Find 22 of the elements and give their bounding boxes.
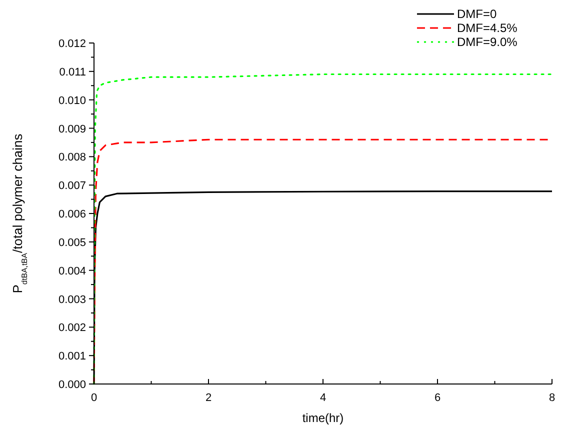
y-tick-label: 0.007 (58, 180, 86, 192)
y-tick-label: 0.009 (58, 123, 86, 136)
y-tick-label: 0.003 (58, 294, 86, 306)
x-axis-title: time(hr) (302, 411, 344, 425)
y-tick-label: 0.012 (58, 38, 86, 50)
y-tick-label: 0.006 (58, 208, 86, 220)
x-tick-label: 2 (205, 392, 212, 404)
text: 0.000 (58, 379, 86, 391)
y-tick-label: 0.001 (58, 350, 86, 363)
y-tick-label: 0.008 (58, 152, 86, 164)
x-tick-label: 6 (434, 392, 441, 404)
x-tick-label: 4 (320, 392, 326, 404)
x-tick-label: 8 (548, 392, 556, 404)
y-tick-label: 0.004 (58, 265, 86, 278)
text: 0.010 (58, 94, 86, 107)
y-tick-label: 0.002 (58, 322, 86, 334)
y-tick-label: 0.005 (58, 236, 86, 249)
legend-label: DMF=0 (457, 7, 497, 21)
legend-label: DMF=9.0% (457, 35, 518, 49)
y-tick-label: 0.011 (59, 66, 86, 78)
x-tick-label: 0 (90, 392, 98, 404)
legend-label: DMF=4.5% (457, 21, 518, 35)
